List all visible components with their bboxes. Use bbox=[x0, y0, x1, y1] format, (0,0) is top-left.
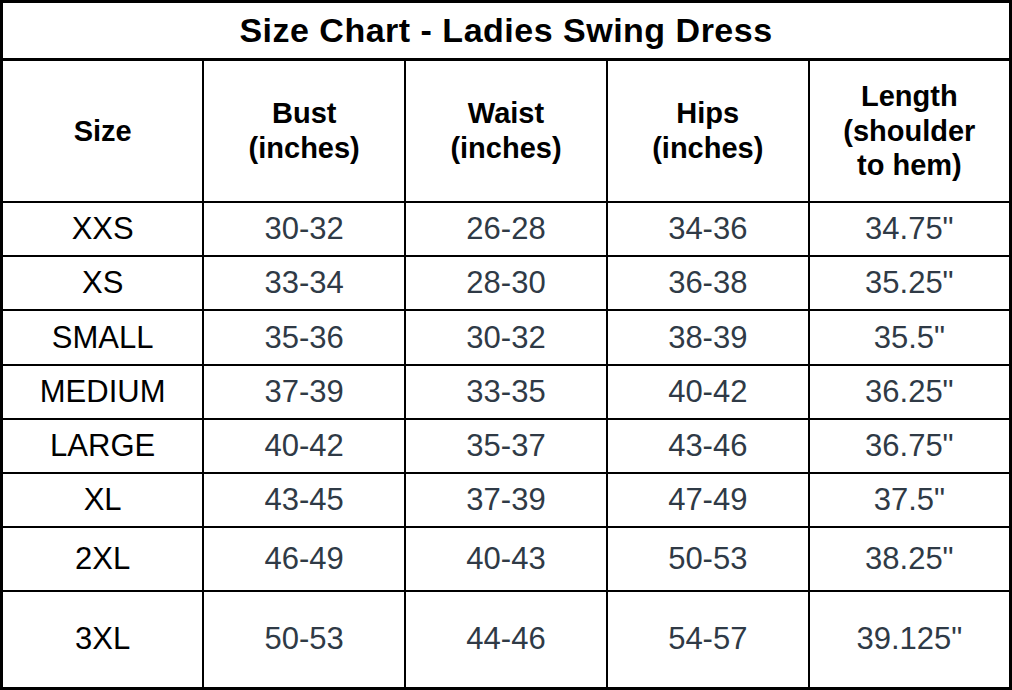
hips-cell: 38-39 bbox=[607, 310, 809, 364]
column-header-bust: Bust (inches) bbox=[203, 60, 405, 203]
waist-cell: 35-37 bbox=[405, 419, 607, 473]
hips-cell: 36-38 bbox=[607, 256, 809, 310]
hips-cell: 54-57 bbox=[607, 591, 809, 689]
waist-cell: 26-28 bbox=[405, 202, 607, 256]
column-header-size: Size bbox=[2, 60, 204, 203]
size-cell: XL bbox=[2, 473, 204, 527]
table-row: SMALL35-3630-3238-3935.5" bbox=[2, 310, 1011, 364]
table-row: 3XL50-5344-4654-5739.125" bbox=[2, 591, 1011, 689]
bust-cell: 33-34 bbox=[203, 256, 405, 310]
column-header-waist: Waist (inches) bbox=[405, 60, 607, 203]
title-row: Size Chart - Ladies Swing Dress bbox=[2, 2, 1011, 60]
waist-cell: 44-46 bbox=[405, 591, 607, 689]
chart-title: Size Chart - Ladies Swing Dress bbox=[2, 2, 1011, 60]
size-chart-table: Size Chart - Ladies Swing Dress SizeBust… bbox=[0, 0, 1012, 690]
bust-cell: 43-45 bbox=[203, 473, 405, 527]
header-row: SizeBust (inches)Waist (inches)Hips (inc… bbox=[2, 60, 1011, 203]
size-chart-sheet: Size Chart - Ladies Swing Dress SizeBust… bbox=[0, 0, 1012, 690]
table-row: MEDIUM37-3933-3540-4236.25" bbox=[2, 365, 1011, 419]
bust-cell: 30-32 bbox=[203, 202, 405, 256]
length-cell: 37.5" bbox=[809, 473, 1011, 527]
length-cell: 39.125" bbox=[809, 591, 1011, 689]
column-header-hips: Hips (inches) bbox=[607, 60, 809, 203]
table-row: XXS30-3226-2834-3634.75" bbox=[2, 202, 1011, 256]
table-row: 2XL46-4940-4350-5338.25" bbox=[2, 527, 1011, 590]
length-cell: 36.75" bbox=[809, 419, 1011, 473]
length-cell: 34.75" bbox=[809, 202, 1011, 256]
size-cell: XS bbox=[2, 256, 204, 310]
waist-cell: 30-32 bbox=[405, 310, 607, 364]
waist-cell: 40-43 bbox=[405, 527, 607, 590]
size-table-body: XXS30-3226-2834-3634.75"XS33-3428-3036-3… bbox=[2, 202, 1011, 689]
waist-cell: 37-39 bbox=[405, 473, 607, 527]
hips-cell: 47-49 bbox=[607, 473, 809, 527]
bust-cell: 35-36 bbox=[203, 310, 405, 364]
hips-cell: 34-36 bbox=[607, 202, 809, 256]
waist-cell: 28-30 bbox=[405, 256, 607, 310]
size-cell: MEDIUM bbox=[2, 365, 204, 419]
bust-cell: 40-42 bbox=[203, 419, 405, 473]
length-cell: 35.5" bbox=[809, 310, 1011, 364]
bust-cell: 37-39 bbox=[203, 365, 405, 419]
length-cell: 36.25" bbox=[809, 365, 1011, 419]
table-row: XS33-3428-3036-3835.25" bbox=[2, 256, 1011, 310]
bust-cell: 50-53 bbox=[203, 591, 405, 689]
size-cell: XXS bbox=[2, 202, 204, 256]
size-cell: 2XL bbox=[2, 527, 204, 590]
size-cell: SMALL bbox=[2, 310, 204, 364]
length-cell: 35.25" bbox=[809, 256, 1011, 310]
table-row: XL43-4537-3947-4937.5" bbox=[2, 473, 1011, 527]
column-header-length: Length (shoulder to hem) bbox=[809, 60, 1011, 203]
waist-cell: 33-35 bbox=[405, 365, 607, 419]
hips-cell: 50-53 bbox=[607, 527, 809, 590]
bust-cell: 46-49 bbox=[203, 527, 405, 590]
hips-cell: 40-42 bbox=[607, 365, 809, 419]
size-cell: LARGE bbox=[2, 419, 204, 473]
length-cell: 38.25" bbox=[809, 527, 1011, 590]
table-row: LARGE40-4235-3743-4636.75" bbox=[2, 419, 1011, 473]
hips-cell: 43-46 bbox=[607, 419, 809, 473]
size-cell: 3XL bbox=[2, 591, 204, 689]
